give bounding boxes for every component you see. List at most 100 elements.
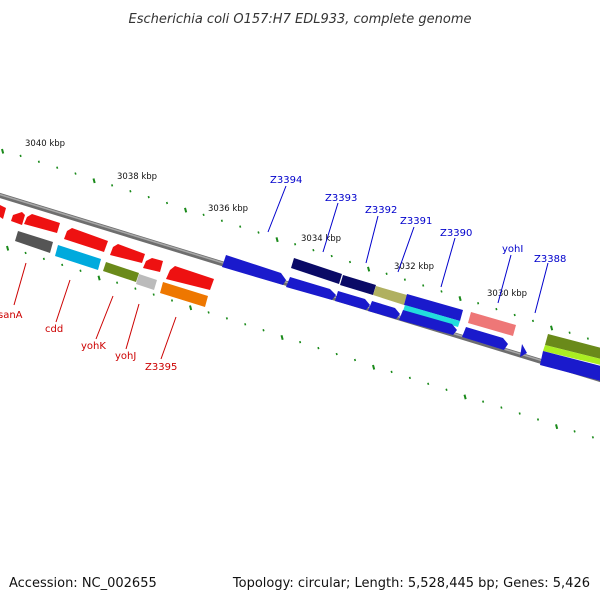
scale-label-3040: 3040 kbp bbox=[25, 139, 65, 149]
scale-tick bbox=[458, 296, 462, 302]
gene-reverse-11 bbox=[160, 282, 208, 307]
scale-tick bbox=[170, 299, 174, 302]
scale-tick bbox=[97, 275, 101, 281]
scale-tick bbox=[390, 370, 393, 374]
gene-label-z3392: Z3392 bbox=[365, 205, 397, 216]
scale-tick bbox=[550, 325, 554, 331]
scale-tick bbox=[482, 400, 485, 403]
scale-tick bbox=[37, 160, 40, 164]
scale-tick bbox=[335, 352, 338, 356]
scale-tick bbox=[463, 394, 467, 400]
gene-reverse-0 bbox=[0, 205, 6, 219]
gene-label-z3390: Z3390 bbox=[440, 228, 472, 239]
scale-tick bbox=[129, 190, 132, 193]
scale-tick bbox=[312, 248, 315, 252]
scale-tick bbox=[440, 290, 443, 293]
scale-tick bbox=[531, 319, 535, 323]
gene-reverse-1 bbox=[11, 212, 25, 225]
gene-reverse-9 bbox=[103, 262, 139, 282]
gene-forward-8 bbox=[335, 291, 370, 310]
scale-tick bbox=[56, 166, 59, 169]
gene-forward-14 bbox=[543, 345, 600, 365]
scale-tick bbox=[1, 148, 5, 154]
scale-labels: 3040 kbp 3038 kbp 3036 kbp 3034 kbp 3032… bbox=[25, 139, 527, 299]
scale-tick bbox=[403, 278, 406, 281]
gene-label-z3388: Z3388 bbox=[534, 254, 566, 265]
scale-tick bbox=[280, 334, 284, 340]
scale-tick bbox=[513, 313, 516, 317]
scale-tick bbox=[573, 430, 576, 433]
reverse-strand-genes bbox=[0, 205, 214, 307]
scale-label-3034: 3034 kbp bbox=[301, 234, 341, 244]
forward-gene-labels: Z3394 Z3393 Z3392 Z3391 Z3390 yohI Z3388 bbox=[267, 175, 566, 314]
gene-reverse-6 bbox=[166, 266, 214, 290]
genome-summary-text: Topology: circular; Length: 5,528,445 bp… bbox=[232, 576, 590, 591]
scale-tick bbox=[275, 237, 279, 243]
map-title: Escherichia coli O157:H7 EDL933, complet… bbox=[129, 12, 472, 27]
accession-text: Accession: NC_002655 bbox=[9, 576, 157, 591]
gene-forward-0 bbox=[222, 255, 286, 285]
scale-tick bbox=[262, 329, 265, 332]
scale-tick bbox=[24, 251, 27, 255]
scale-tick bbox=[353, 358, 357, 362]
scale-tick bbox=[244, 323, 247, 326]
gene-forward-9 bbox=[368, 301, 400, 319]
scale-tick bbox=[165, 201, 169, 205]
scale-tick bbox=[79, 269, 82, 273]
scale-ticks-inner bbox=[6, 245, 594, 439]
scale-label-3036: 3036 kbp bbox=[208, 204, 248, 214]
scale-tick bbox=[134, 287, 137, 290]
gene-forward-2 bbox=[340, 275, 376, 295]
gene-reverse-3 bbox=[64, 228, 108, 252]
scale-tick bbox=[372, 364, 376, 370]
scale-tick bbox=[257, 231, 260, 234]
gene-forward-12 bbox=[520, 344, 527, 357]
gene-label-yohj: yohJ bbox=[115, 351, 136, 362]
gene-label-sana: sanA bbox=[0, 310, 23, 321]
scale-tick bbox=[92, 178, 96, 184]
gene-label-z3391: Z3391 bbox=[400, 216, 432, 227]
gene-label-yohk: yohK bbox=[81, 341, 106, 352]
gene-forward-1 bbox=[291, 258, 342, 284]
scale-label-3032: 3032 kbp bbox=[394, 262, 434, 272]
scale-tick bbox=[74, 172, 77, 175]
gene-forward-15 bbox=[540, 351, 600, 381]
scale-tick bbox=[385, 272, 388, 275]
forward-strand-genes bbox=[222, 255, 600, 381]
gene-label-z3395: Z3395 bbox=[145, 362, 177, 373]
scale-tick bbox=[495, 307, 498, 311]
gene-reverse-5 bbox=[143, 258, 163, 272]
scale-tick bbox=[477, 301, 480, 305]
gene-reverse-4 bbox=[110, 244, 145, 263]
gene-reverse-10 bbox=[136, 274, 157, 290]
scale-tick bbox=[427, 382, 430, 386]
scale-tick bbox=[207, 311, 210, 314]
scale-tick bbox=[147, 195, 150, 199]
scale-tick bbox=[536, 418, 540, 421]
gene-reverse-2 bbox=[24, 214, 60, 233]
scale-tick bbox=[42, 257, 45, 261]
scale-tick bbox=[189, 305, 193, 311]
scale-tick bbox=[19, 154, 22, 158]
scale-tick bbox=[348, 260, 352, 264]
reverse-gene-labels: sanA cdd yohK yohJ Z3395 bbox=[0, 262, 177, 373]
scale-label-3038: 3038 kbp bbox=[117, 172, 157, 182]
scale-tick bbox=[225, 317, 228, 320]
scale-tick bbox=[61, 263, 64, 267]
scale-tick bbox=[6, 245, 10, 251]
scale-tick bbox=[555, 424, 559, 430]
scale-tick bbox=[330, 254, 333, 258]
gene-forward-5 bbox=[403, 305, 460, 327]
scale-tick bbox=[220, 219, 223, 222]
scale-tick bbox=[116, 281, 119, 284]
scale-tick bbox=[111, 184, 114, 187]
scale-tick bbox=[317, 346, 320, 350]
scale-label-3030: 3030 kbp bbox=[487, 289, 527, 299]
gene-forward-11 bbox=[462, 327, 508, 350]
scale-tick bbox=[184, 207, 188, 213]
gene-reverse-7 bbox=[15, 231, 53, 253]
scale-tick bbox=[518, 412, 521, 415]
scale-tick bbox=[299, 340, 302, 344]
gene-label-z3393: Z3393 bbox=[325, 193, 357, 204]
